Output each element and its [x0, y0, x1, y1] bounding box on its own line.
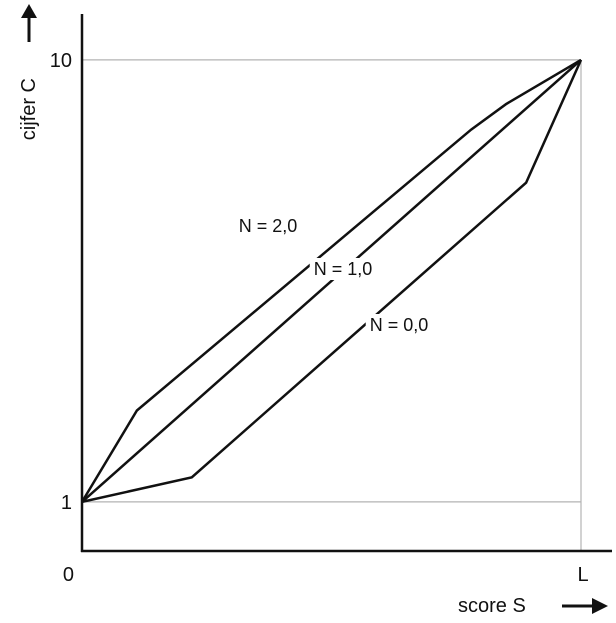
x-axis-title: score S	[458, 595, 526, 617]
series-label-text-1: N = 1,0	[314, 259, 373, 279]
tick-labels: 1 10 0 L	[50, 50, 589, 586]
y-axis-title: cijfer C	[18, 78, 40, 140]
x-tick-label-0: 0	[63, 564, 74, 586]
x-tick-label-1: L	[577, 564, 588, 586]
series-label-text-2: N = 0,0	[370, 315, 429, 335]
series-label-2: N = 0,0	[365, 314, 433, 336]
series-label-text-0: N = 2,0	[239, 216, 298, 236]
series-label-0: N = 2,0	[234, 215, 302, 237]
y-axis-title-group: cijfer C	[18, 4, 40, 140]
series-line-1	[81, 58, 582, 503]
reference-lines	[82, 59, 582, 551]
series-label-background-0	[234, 215, 302, 237]
series-line-0	[80, 58, 582, 503]
series-line-2	[81, 59, 583, 504]
arrow-up-icon	[21, 4, 37, 42]
series-label-background-2	[365, 314, 433, 336]
series-label-1: N = 1,0	[309, 258, 377, 280]
series-labels: N = 2,0 N = 1,0 N = 0,0	[234, 215, 433, 336]
series-lines	[80, 58, 583, 504]
x-axis-title-group: score S	[458, 595, 608, 617]
arrow-right-icon	[562, 598, 608, 614]
y-tick-label-0: 1	[61, 492, 72, 514]
y-tick-label-1: 10	[50, 50, 72, 72]
series-label-background-1	[309, 258, 377, 280]
